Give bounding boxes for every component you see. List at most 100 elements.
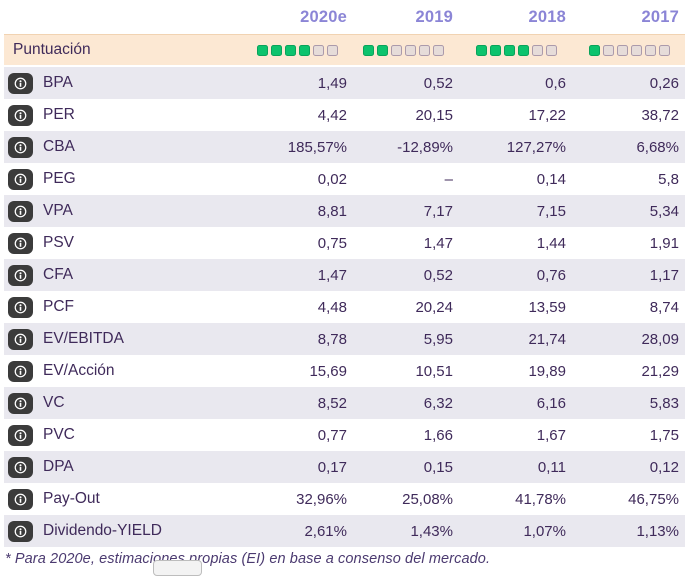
value-cell: 7,15	[536, 202, 566, 220]
footnote: * Para 2020e, estimaciones propias (EI) …	[5, 551, 491, 567]
metric-label: EV/EBITDA	[43, 330, 124, 347]
value-cell: 1,44	[536, 234, 566, 252]
row-header: PSV	[4, 232, 237, 254]
score-square-filled	[285, 44, 296, 56]
value-cell: 0,75	[317, 234, 347, 252]
table-row: PER 4,42 20,15 17,22 38,72	[4, 99, 685, 131]
info-icon[interactable]	[8, 264, 33, 286]
score-row-label: Puntuación	[13, 41, 91, 58]
score-square-empty	[405, 44, 416, 56]
score-rating-2019	[347, 44, 453, 56]
value-cell: 1,67	[536, 426, 566, 444]
value-cell: 5,34	[649, 202, 679, 220]
info-icon[interactable]	[8, 328, 33, 350]
value-cell: 1,75	[649, 426, 679, 444]
value-cell: 6,68%	[636, 138, 679, 156]
table-row: Pay-Out 32,96% 25,08% 41,78% 46,75%	[4, 483, 685, 515]
value-cell: 5,83	[649, 394, 679, 412]
score-square-filled	[518, 44, 529, 56]
column-header-year: 2020e	[300, 7, 347, 26]
value-cell: 0,17	[317, 458, 347, 476]
info-icon[interactable]	[8, 168, 33, 190]
score-square-empty	[546, 44, 557, 56]
info-icon[interactable]	[8, 456, 33, 478]
value-cell: 6,32	[423, 394, 453, 412]
value-cell: 127,27%	[506, 138, 566, 156]
value-cell: 8,78	[317, 330, 347, 348]
value-cell: 13,59	[528, 298, 566, 316]
metric-label: PER	[43, 106, 75, 123]
value-cell: 7,17	[423, 202, 453, 220]
value-cell: 10,51	[415, 362, 453, 380]
table-row: BPA 1,49 0,52 0,6 0,26	[4, 67, 685, 99]
value-cell: 0,6	[545, 74, 566, 92]
score-rating-2020e	[237, 44, 347, 56]
metric-label: PCF	[43, 298, 74, 315]
value-cell: 0,52	[423, 74, 453, 92]
metric-label: VPA	[43, 202, 73, 219]
value-cell: 20,24	[415, 298, 453, 316]
column-header-year: 2017	[641, 7, 679, 26]
row-header: VPA	[4, 200, 237, 222]
value-cell: 17,22	[528, 106, 566, 124]
cutoff-element	[153, 560, 202, 576]
table-row: CFA 1,47 0,52 0,76 1,17	[4, 259, 685, 291]
info-icon[interactable]	[8, 520, 33, 542]
row-header: PVC	[4, 424, 237, 446]
metric-label: PEG	[43, 170, 76, 187]
score-square-filled	[363, 44, 374, 56]
row-header: PEG	[4, 168, 237, 190]
value-cell: 25,08%	[402, 490, 453, 508]
info-icon[interactable]	[8, 104, 33, 126]
value-cell: 1,49	[317, 74, 347, 92]
table-row: PVC 0,77 1,66 1,67 1,75	[4, 419, 685, 451]
value-cell: 0,14	[536, 170, 566, 188]
value-cell: 41,78%	[515, 490, 566, 508]
value-cell: 0,76	[536, 266, 566, 284]
score-square-filled	[377, 44, 388, 56]
metric-label: CFA	[43, 266, 74, 283]
score-square-filled	[257, 44, 268, 56]
value-cell: 5,8	[658, 170, 679, 188]
metric-label: PSV	[43, 234, 75, 251]
info-icon[interactable]	[8, 392, 33, 414]
value-cell: 0,77	[317, 426, 347, 444]
value-cell: 32,96%	[296, 490, 347, 508]
score-square-empty	[419, 44, 430, 56]
table-row: VC 8,52 6,32 6,16 5,83	[4, 387, 685, 419]
value-cell: 6,16	[536, 394, 566, 412]
value-cell: 0,15	[423, 458, 453, 476]
score-row: Puntuación	[4, 34, 685, 65]
info-icon[interactable]	[8, 424, 33, 446]
info-icon[interactable]	[8, 296, 33, 318]
info-icon[interactable]	[8, 360, 33, 382]
value-cell: 1,91	[649, 234, 679, 252]
value-cell: 0,12	[649, 458, 679, 476]
value-cell: -12,89%	[397, 138, 453, 156]
score-square-filled	[504, 44, 515, 56]
score-square-empty	[433, 44, 444, 56]
table-row: EV/Acción 15,69 10,51 19,89 21,29	[4, 355, 685, 387]
table-row: PCF 4,48 20,24 13,59 8,74	[4, 291, 685, 323]
table-row: PEG 0,02 – 0,14 5,8	[4, 163, 685, 195]
row-header: EV/Acción	[4, 360, 237, 382]
metric-label: BPA	[43, 74, 73, 91]
info-icon[interactable]	[8, 200, 33, 222]
info-icon[interactable]	[8, 136, 33, 158]
table-row: PSV 0,75 1,47 1,44 1,91	[4, 227, 685, 259]
score-square-filled	[490, 44, 501, 56]
score-square-empty	[391, 44, 402, 56]
info-icon[interactable]	[8, 72, 33, 94]
row-header: PCF	[4, 296, 237, 318]
table-row: DPA 0,17 0,15 0,11 0,12	[4, 451, 685, 483]
value-cell: 1,17	[649, 266, 679, 284]
score-square-empty	[631, 44, 642, 56]
value-cell: 28,09	[641, 330, 679, 348]
value-cell: 20,15	[415, 106, 453, 124]
info-icon[interactable]	[8, 232, 33, 254]
score-square-filled	[271, 44, 282, 56]
info-icon[interactable]	[8, 488, 33, 510]
score-square-empty	[659, 44, 670, 56]
value-cell: 38,72	[641, 106, 679, 124]
table-row: VPA 8,81 7,17 7,15 5,34	[4, 195, 685, 227]
